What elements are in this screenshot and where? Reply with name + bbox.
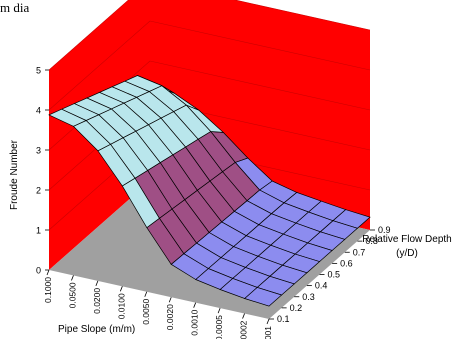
slope-tick-label: 0.0002: [239, 320, 249, 339]
z-tick-label: 3: [36, 146, 41, 156]
slope-tick-mark: [119, 286, 123, 292]
title-fragment: m dia: [0, 0, 30, 15]
depth-tick-label: 0.7: [353, 247, 366, 257]
slope-tick-mark: [168, 297, 172, 303]
depth-tick-label: 0.8: [365, 236, 378, 246]
depth-tick-label: 0.9: [378, 225, 391, 235]
z-axis-label: Froude Number: [9, 139, 20, 210]
slope-tick-mark: [95, 280, 99, 287]
slope-tick-label: 0.0020: [165, 304, 175, 330]
side-wall-gridline: [48, 20, 151, 111]
depth-tick-label: 0.6: [340, 258, 353, 268]
slope-tick-label: 0.1000: [43, 277, 53, 303]
slope-tick-mark: [46, 269, 50, 276]
depth-tick-label: 0.1: [277, 314, 290, 324]
slope-tick-label: 0.0100: [116, 293, 126, 319]
slope-tick-mark: [266, 318, 270, 325]
slope-tick-label: 0.0200: [92, 288, 102, 314]
slope-tick-mark: [242, 313, 245, 319]
slope-tick-mark: [144, 291, 148, 297]
y-axis-label: Relative Flow Depth: [362, 234, 451, 245]
z-tick-label: 1: [36, 226, 41, 236]
z-tick-label: 2: [36, 186, 41, 196]
slope-tick-label: 0.0010: [190, 309, 200, 335]
slope-tick-label: 0.0005: [214, 315, 224, 339]
slope-tick-label: 0.0001: [263, 326, 273, 339]
depth-tick-label: 0.2: [290, 303, 303, 313]
y-axis-unit: (y/D): [396, 248, 418, 259]
x-axis-label: Pipe Slope (m/m): [58, 324, 135, 335]
chart-axes: Froude Number Pipe Slope (m/m) Relative …: [9, 66, 452, 339]
z-tick-label: 4: [36, 106, 41, 116]
z-tick-label: 5: [36, 66, 41, 76]
back-wall-gridline: [149, 60, 371, 111]
slope-tick-label: 0.0050: [141, 299, 151, 325]
side-wall-gridline: [48, 0, 129, 71]
depth-tick-label: 0.4: [315, 281, 328, 291]
surface-plot: [48, 75, 371, 307]
depth-tick-label: 0.5: [328, 270, 341, 280]
surface-cell: [48, 108, 87, 127]
back-wall-gridline: [149, 20, 371, 71]
slope-tick-mark: [217, 307, 221, 314]
z-tick-label: 0: [36, 266, 41, 276]
depth-tick-label: 0.3: [302, 292, 315, 302]
back-wall-gridline: [233, 0, 371, 31]
slope-tick-mark: [193, 302, 197, 308]
slope-tick-mark: [71, 275, 74, 281]
slope-tick-label: 0.0500: [67, 282, 77, 308]
